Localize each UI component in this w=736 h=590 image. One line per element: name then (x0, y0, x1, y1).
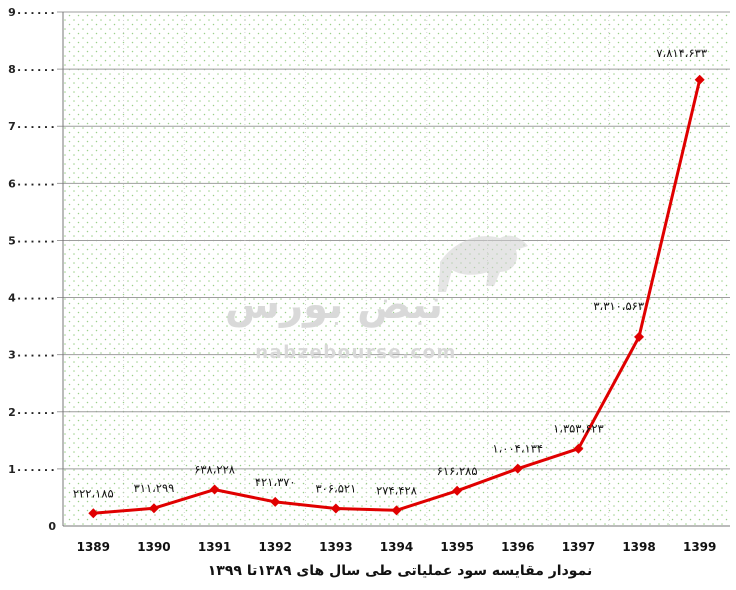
x-tick-label: 1395 (440, 540, 473, 554)
data-point-marker (573, 443, 584, 454)
y-tick-label: 3۰۰۰۰۰۰ (8, 349, 56, 362)
y-tick-label: 9۰۰۰۰۰۰ (8, 6, 56, 19)
x-tick-label: 1397 (562, 540, 595, 554)
data-point-marker (270, 496, 281, 507)
y-tick-label: 5۰۰۰۰۰۰ (8, 234, 56, 247)
bull-logo-icon (438, 235, 528, 292)
data-label: ۷،۸۱۴،۶۳۳ (656, 46, 707, 60)
data-point-marker (452, 485, 463, 496)
chart-caption: نمودار مقایسه سود عملیاتی طی سال های ۱۳۸… (208, 563, 592, 579)
x-tick-label: 1389 (77, 540, 110, 554)
y-axis-ticks: 0 1۰۰۰۰۰۰ 2۰۰۰۰۰۰ 3۰۰۰۰۰۰ 4۰۰۰۰۰۰ 5۰۰۰۰۰۰ 6۰۰۰… (8, 6, 56, 533)
data-label: ۶۳۸،۲۲۸ (194, 463, 235, 477)
x-tick-label: 1391 (198, 540, 231, 554)
data-label: ۴۲۱،۳۷۰ (255, 475, 296, 489)
x-tick-label: 1399 (683, 540, 716, 554)
x-tick-label: 1392 (259, 540, 292, 554)
data-point-marker (330, 503, 341, 514)
plot-area (57, 11, 730, 527)
x-tick-label: 1394 (380, 540, 413, 554)
x-tick-label: 1393 (319, 540, 352, 554)
data-point-marker (88, 508, 99, 519)
y-tick-label: 8۰۰۰۰۰۰ (8, 63, 56, 76)
data-label: ۲۷۴،۴۲۸ (376, 483, 417, 497)
y-tick-label: 7۰۰۰۰۰۰ (8, 120, 56, 133)
series-line (88, 74, 705, 519)
data-label: ۶۱۶،۲۸۵ (437, 464, 478, 478)
y-tick-label: 4۰۰۰۰۰۰ (8, 292, 56, 305)
data-label: ۳،۳۱۰،۵۶۳ (593, 299, 644, 313)
x-tick-label: 1390 (137, 540, 170, 554)
data-labels: ۲۲۲،۱۸۵ ۳۱۱،۲۹۹ ۶۳۸،۲۲۸ ۴۲۱،۳۷۰ ۳۰۶،۵۲۱ ۲۷۴،۴… (73, 46, 707, 500)
x-tick-label: 1398 (622, 540, 655, 554)
data-label: ۳۰۶،۵۲۱ (315, 481, 356, 495)
x-axis-ticks: 1389 1390 1391 1392 1393 1394 1395 1396 1397 1398… (77, 540, 717, 554)
data-point-marker (148, 503, 159, 514)
data-point-marker (209, 484, 220, 495)
data-point-marker (694, 74, 705, 85)
y-tick-label: 1۰۰۰۰۰۰ (8, 463, 56, 476)
data-label: ۲۲۲،۱۸۵ (73, 486, 114, 500)
data-point-marker (512, 463, 523, 474)
y-tick-label: 0 (48, 520, 56, 533)
plot-dot-grid (63, 12, 730, 526)
watermark: نبض بورس nabzebourse.com (225, 235, 528, 363)
data-point-marker (391, 505, 402, 516)
x-tick-label: 1396 (501, 540, 534, 554)
watermark-logo-text: نبض بورس (225, 282, 443, 328)
data-point-marker (634, 331, 645, 342)
y-tick-label: 2۰۰۰۰۰۰ (8, 406, 56, 419)
watermark-url-text: nabzebourse.com (255, 342, 457, 363)
data-label: ۱،۳۵۳،۶۲۳ (553, 422, 604, 436)
data-label: ۳۱۱،۲۹۹ (134, 481, 175, 495)
y-tick-label: 6۰۰۰۰۰۰ (8, 177, 56, 190)
data-label: ۱،۰۰۴،۱۳۴ (492, 442, 543, 456)
